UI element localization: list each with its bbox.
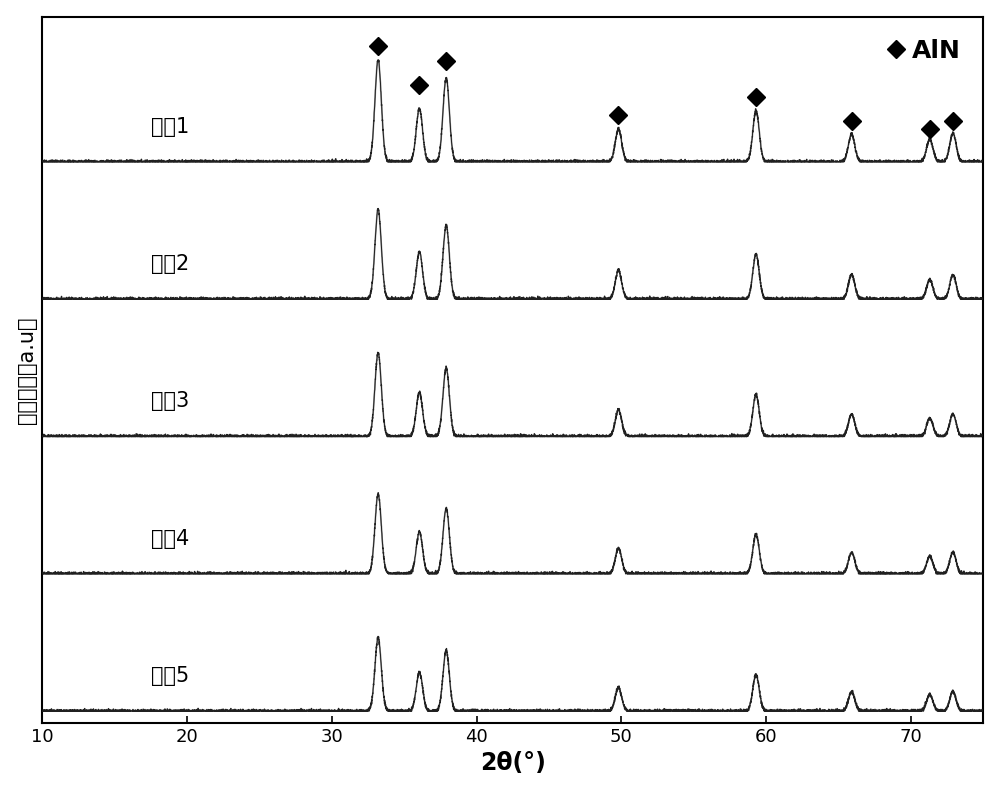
- Text: 实例3: 实例3: [151, 391, 189, 411]
- Text: 实例4: 实例4: [151, 528, 189, 549]
- Text: 实例5: 实例5: [151, 666, 189, 686]
- Text: 实例1: 实例1: [151, 116, 189, 136]
- Legend: AlN: AlN: [879, 29, 971, 73]
- X-axis label: 2θ(°): 2θ(°): [480, 752, 546, 775]
- Text: 实例2: 实例2: [151, 254, 189, 274]
- Y-axis label: 衍射强度（a.u）: 衍射强度（a.u）: [17, 316, 37, 424]
